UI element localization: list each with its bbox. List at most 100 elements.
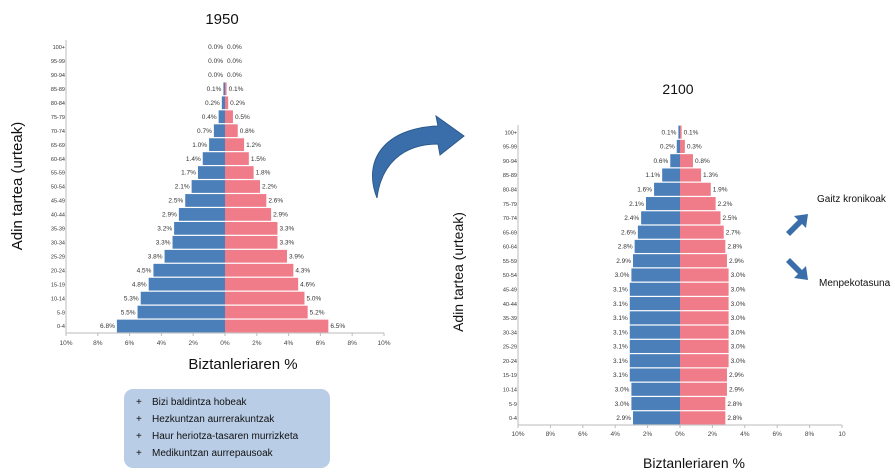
male-value-label: 0.6% [653, 158, 668, 165]
male-bar [629, 311, 680, 325]
male-bar [191, 180, 225, 193]
female-bar [680, 268, 729, 282]
x-tick-label: 6% [316, 340, 326, 347]
x-tick-label: 0% [220, 340, 230, 347]
male-bar [629, 339, 680, 353]
male-value-label: 2.8% [618, 244, 633, 251]
age-category-label: 15-19 [51, 282, 65, 288]
female-bar [225, 305, 308, 319]
female-value-label: 2.9% [729, 386, 744, 393]
female-value-label: 1.5% [251, 156, 266, 163]
down-right-arrow-icon [786, 258, 808, 280]
male-bar [223, 82, 225, 96]
age-category-label: 45-49 [503, 287, 517, 293]
age-category-label: 100+ [53, 45, 65, 51]
age-category-label: 25-29 [503, 345, 517, 351]
x-tick-label: 2% [643, 431, 653, 438]
male-value-label: 0.0% [208, 44, 223, 51]
male-bar [137, 305, 225, 319]
male-value-label: 2.1% [175, 184, 190, 191]
female-bar [680, 254, 727, 268]
list-item: + Bizi baldintza hobeak [136, 397, 247, 408]
female-value-label: 3.3% [279, 226, 294, 233]
female-value-label: 2.6% [268, 198, 283, 205]
male-value-label: 3.0% [615, 401, 630, 408]
age-category-label: 45-49 [51, 199, 65, 205]
x-tick-label: 6% [578, 431, 588, 438]
male-value-label: 0.2% [660, 144, 675, 151]
age-category-label: 80-84 [503, 187, 517, 193]
male-value-label: 3.1% [613, 286, 628, 293]
age-category-label: 5-9 [57, 310, 65, 316]
female-value-label: 1.3% [703, 172, 718, 179]
male-value-label: 2.5% [168, 198, 183, 205]
male-bar [153, 263, 225, 277]
male-value-label: 3.1% [613, 372, 628, 379]
y-axis-title: Adin tartea (urteak) [9, 122, 26, 250]
x-tick-label: 10 [838, 431, 846, 438]
male-bar [633, 411, 680, 425]
female-bar [680, 154, 693, 168]
male-value-label: 2.6% [621, 229, 636, 236]
age-category-label: 25-29 [51, 254, 65, 260]
female-value-label: 2.2% [262, 184, 277, 191]
female-bar [225, 194, 267, 207]
age-category-label: 60-64 [51, 157, 65, 163]
age-category-label: 100+ [505, 130, 517, 136]
female-value-label: 2.9% [273, 212, 288, 219]
list-item: + Haur heriotza-tasaren murrizketa [136, 431, 298, 442]
improvement-text: Hezkuntzan aurrerakuntzak [152, 414, 275, 425]
male-value-label: 4.8% [132, 281, 147, 288]
age-category-label: 0-4 [57, 324, 65, 330]
age-category-label: 35-39 [51, 227, 65, 233]
male-value-label: 0.2% [205, 100, 220, 107]
male-value-label: 0.7% [197, 128, 212, 135]
male-value-label: 3.0% [615, 272, 630, 279]
male-value-label: 1.4% [186, 156, 201, 163]
male-value-label: 3.1% [613, 301, 628, 308]
female-value-label: 0.1% [229, 86, 244, 93]
male-bar [645, 197, 680, 211]
age-category-label: 40-44 [51, 213, 65, 219]
female-bar [680, 211, 721, 225]
female-value-label: 1.8% [256, 170, 271, 177]
age-category-label: 40-44 [503, 302, 517, 308]
plus-bullet: + [136, 397, 142, 408]
female-bar [680, 354, 729, 368]
age-category-label: 30-34 [51, 241, 65, 247]
male-bar [629, 282, 680, 296]
male-bar [629, 354, 680, 368]
female-value-label: 2.5% [723, 215, 738, 222]
age-category-label: 75-79 [503, 202, 517, 208]
female-value-label: 3.0% [731, 344, 746, 351]
male-value-label: 0.4% [202, 114, 217, 121]
age-category-label: 0-4 [509, 416, 517, 422]
female-value-label: 2.8% [727, 401, 742, 408]
plus-bullet: + [136, 431, 142, 442]
age-category-label: 60-64 [503, 245, 517, 251]
female-bar [680, 339, 729, 353]
age-category-label: 50-54 [503, 273, 517, 279]
male-value-label: 4.5% [137, 267, 152, 274]
chart-title: 2100 [662, 81, 693, 97]
male-value-label: 3.0% [615, 386, 630, 393]
female-value-label: 0.0% [227, 58, 242, 65]
plus-bullet: + [136, 414, 142, 425]
male-bar [634, 239, 680, 253]
male-value-label: 3.1% [613, 329, 628, 336]
age-category-label: 80-84 [51, 101, 65, 107]
age-category-label: 50-54 [51, 185, 65, 191]
female-bar [225, 208, 272, 221]
female-value-label: 0.2% [230, 100, 245, 107]
female-bar [680, 368, 727, 382]
x-tick-label: 10% [59, 340, 72, 347]
female-value-label: 3.0% [731, 329, 746, 336]
female-bar [225, 263, 294, 277]
age-category-label: 70-74 [503, 216, 517, 222]
female-value-label: 3.0% [731, 301, 746, 308]
improvement-text: Bizi baldintza hobeak [152, 397, 247, 408]
female-value-label: 0.8% [695, 158, 710, 165]
male-bar [678, 125, 680, 139]
male-value-label: 0.0% [208, 58, 223, 65]
